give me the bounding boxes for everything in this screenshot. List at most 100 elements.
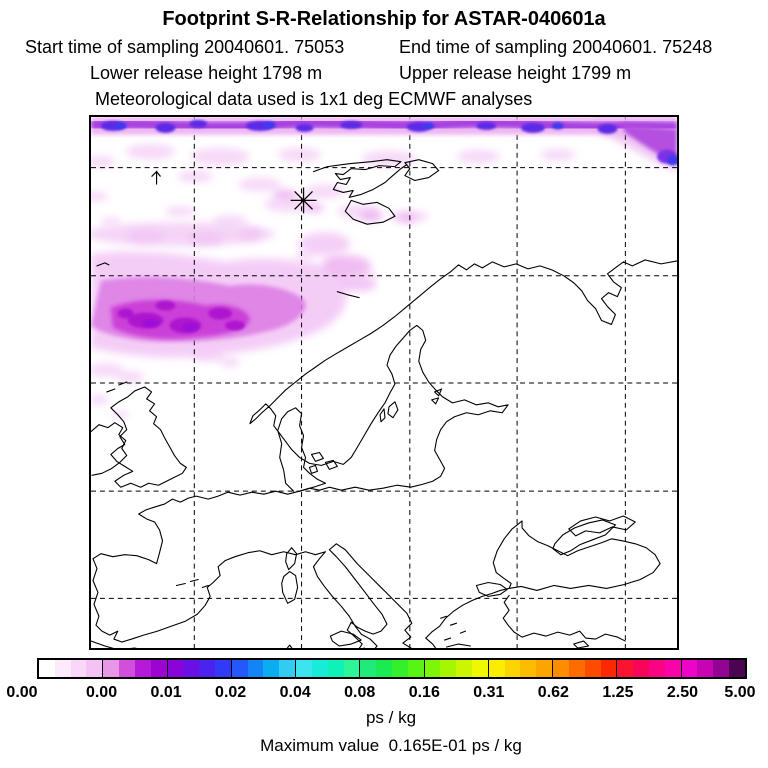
- map-svg: [91, 117, 677, 648]
- coast-jutland: [277, 407, 326, 492]
- coast-scandinavia: [249, 259, 677, 492]
- colorbar-cell: [70, 660, 87, 677]
- coast-north-africa: [91, 640, 293, 648]
- colorbar-segment: [102, 660, 167, 677]
- coast-svalbard: [312, 159, 408, 198]
- colorbar-cell: [327, 660, 344, 677]
- coast-aegean-islands: [440, 615, 466, 641]
- colorbar-cell: [263, 660, 280, 677]
- colorbar-cell: [134, 660, 151, 677]
- colorbar-segment: [295, 660, 360, 677]
- coast-svalbard-south: [344, 199, 396, 225]
- colorbar-tick-label: 0.02: [215, 684, 247, 701]
- colorbar-cell: [407, 660, 424, 677]
- colorbar-cell: [600, 660, 617, 677]
- colorbar-cell: [617, 660, 634, 677]
- map-panel: [89, 115, 679, 650]
- colorbar-tick-label: 0.04: [279, 684, 311, 701]
- coast-corsica: [285, 547, 298, 571]
- colorbar-cell: [103, 660, 120, 677]
- colorbar-cell: [231, 660, 248, 677]
- coast-jan-mayen: [96, 262, 110, 267]
- coast-lofoten: [336, 291, 360, 299]
- colorbar-tick-label: 0.00: [6, 684, 38, 701]
- colorbar-cell: [584, 660, 601, 677]
- end-time-label: End time of sampling 20040601. 75248: [399, 37, 713, 57]
- coast-azov: [568, 515, 636, 537]
- upper-release-height-label: Upper release height 1799 m: [399, 63, 632, 83]
- colorbar-cell: [214, 660, 231, 677]
- colorbar-cell: [440, 660, 457, 677]
- coast-continental: [92, 482, 510, 648]
- colorbar-cell: [729, 660, 745, 677]
- coast-baltic-islands: [379, 388, 443, 423]
- colorbar-segment: [487, 660, 553, 677]
- colorbar-cell: [553, 660, 569, 677]
- start-time-label: Start time of sampling 20040601. 75053: [25, 37, 345, 57]
- colorbar-cell: [199, 660, 215, 677]
- plume-dense-layer: [91, 117, 677, 342]
- colorbar-cell: [664, 660, 681, 677]
- markers: [151, 170, 317, 214]
- lower-release-height-label: Lower release height 1798 m: [90, 63, 323, 83]
- colorbar-cell: [279, 660, 296, 677]
- coast-marmara: [475, 581, 508, 597]
- colorbar-tick-label: 2.50: [666, 684, 699, 701]
- colorbar-tick-label: 0.62: [537, 684, 569, 701]
- colorbar-cell: [424, 660, 441, 677]
- colorbar-cell: [296, 660, 312, 677]
- coast-sicily: [329, 630, 362, 647]
- colorbar-cell: [360, 660, 377, 677]
- colorbar-tick-label: 1.25: [602, 684, 634, 701]
- max-value-label: Maximum value 0.165E-01 ps / kg: [260, 736, 522, 755]
- coast-ireland: [91, 422, 128, 476]
- colorbar-segment: [39, 660, 103, 677]
- colorbar-segment: [552, 660, 617, 677]
- plume-light-layer: [91, 118, 677, 419]
- release-site-asterisk: [290, 187, 317, 214]
- colorbar-cell: [633, 660, 650, 677]
- colorbar-segment: [680, 660, 745, 677]
- coastlines: [91, 159, 677, 648]
- colorbar-segment: [359, 660, 424, 677]
- coast-danish-islands: [308, 451, 338, 474]
- colorbar-cell: [150, 660, 167, 677]
- coast-crete: [446, 643, 471, 648]
- graticule: [91, 117, 677, 648]
- colorbar-cell: [343, 660, 360, 677]
- colorbar-segment: [166, 660, 231, 677]
- coast-cyprus: [573, 640, 590, 648]
- colorbar-cell: [167, 660, 184, 677]
- colorbar-unit-label: ps / kg: [365, 708, 417, 727]
- colorbar-cell: [520, 660, 537, 677]
- colorbar-cell: [697, 660, 714, 677]
- colorbar-cell: [649, 660, 665, 677]
- colorbar-cell: [536, 660, 553, 677]
- colorbar-cell: [119, 660, 135, 677]
- colorbar-cell: [472, 660, 488, 677]
- colorbar-cell: [568, 660, 585, 677]
- colorbar-cell: [681, 660, 698, 677]
- coast-black-sea: [492, 520, 661, 591]
- colorbar-cell: [456, 660, 473, 677]
- coast-svalbard-ne: [404, 159, 440, 182]
- colorbar-tick-label: 0.16: [408, 684, 440, 701]
- coast-balearics: [175, 578, 209, 589]
- colorbar-cell: [86, 660, 103, 677]
- met-data-label: Meteorological data used is 1x1 deg ECMW…: [95, 89, 533, 109]
- page-title: Footprint S-R-Relationship for ASTAR-040…: [162, 8, 606, 30]
- colorbar-segment: [230, 660, 296, 677]
- colorbar-cell: [376, 660, 392, 677]
- coast-britain: [106, 381, 187, 488]
- coast-crimea: [552, 519, 616, 556]
- colorbar-tick-label: 0.00: [85, 684, 118, 701]
- colorbar-cell: [54, 660, 71, 677]
- colorbar-tick-label: 0.31: [473, 684, 505, 701]
- colorbar-cell: [183, 660, 200, 677]
- colorbar-tick-label: 0.01: [150, 684, 182, 701]
- colorbar-tick-label: 0.08: [344, 684, 376, 701]
- colorbar-cell: [247, 660, 264, 677]
- colorbar-cell: [391, 660, 408, 677]
- colorbar-cell: [504, 660, 521, 677]
